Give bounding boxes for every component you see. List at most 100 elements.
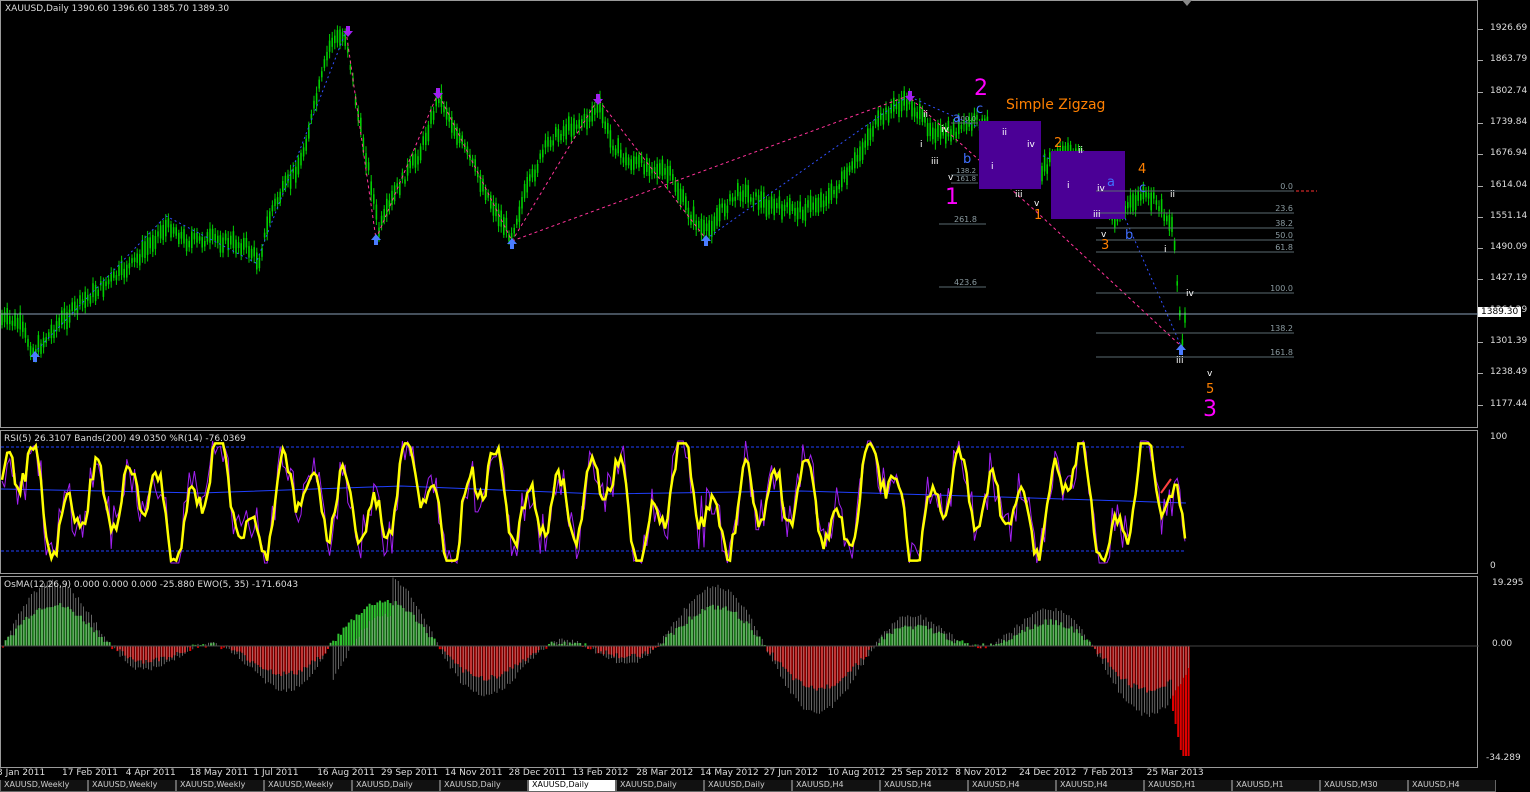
candle-body <box>815 198 817 213</box>
fib-level-label: 138.2 <box>1270 324 1293 333</box>
chart-tab[interactable]: XAUUSD,H1 <box>1144 780 1232 792</box>
candle-body <box>123 268 125 278</box>
candle-body <box>339 29 341 46</box>
candle-body <box>747 185 749 203</box>
candle-body <box>835 186 838 199</box>
candle-body <box>635 156 638 165</box>
candle-body <box>118 265 120 276</box>
candle-body <box>445 107 448 120</box>
chart-tab[interactable]: XAUUSD,M30 <box>1320 780 1408 792</box>
candle-body <box>887 109 890 123</box>
candle-body <box>716 208 718 226</box>
candle-body <box>113 271 115 278</box>
candle-body <box>859 146 861 162</box>
candle-body <box>102 281 105 297</box>
candle-body <box>687 207 690 219</box>
chart-tab[interactable]: XAUUSD,Weekly <box>88 780 176 792</box>
osma-bar <box>589 646 592 650</box>
candle-body <box>516 218 518 225</box>
chart-tab[interactable]: XAUUSD,H4 <box>968 780 1056 792</box>
candle-body <box>19 312 21 330</box>
chart-tab[interactable]: XAUUSD,Daily <box>704 780 792 792</box>
candle-body <box>79 295 81 305</box>
candle-body <box>276 197 279 205</box>
candle-body <box>383 209 385 221</box>
wave-label-iv1: iv <box>941 125 949 135</box>
candle-body <box>659 163 661 175</box>
wave-label-v3: v <box>1101 230 1107 240</box>
chart-tab[interactable]: XAUUSD,H1 <box>1232 780 1320 792</box>
candle-body <box>750 197 752 202</box>
up-arrow-icon <box>371 234 381 245</box>
candle-body <box>198 236 201 241</box>
fib-level-label: 61.8 <box>1275 243 1293 252</box>
candle-body <box>937 123 939 137</box>
candle-body <box>435 97 437 107</box>
candle-body <box>456 126 458 145</box>
rsi-mid-band <box>0 485 1187 504</box>
wave-label-o2: 2 <box>1054 136 1063 151</box>
chart-scroll-marker-icon[interactable] <box>1182 0 1192 6</box>
candle-body <box>458 132 461 143</box>
chart-tab[interactable]: XAUUSD,Daily <box>528 780 616 792</box>
candle-body <box>523 184 526 199</box>
candle-body <box>45 337 47 343</box>
osma-title: OsMA(12,26,9) 0.000 0.000 0.000 -25.880 … <box>4 580 299 590</box>
candle-body <box>180 232 183 239</box>
candle-body <box>370 181 372 196</box>
chart-tab[interactable]: XAUUSD,H4 <box>1408 780 1496 792</box>
candle-body <box>474 159 476 172</box>
chart-tab[interactable]: XAUUSD,H4 <box>880 780 968 792</box>
candle-body <box>1067 142 1069 154</box>
candle-body <box>40 343 42 354</box>
candle-body <box>721 203 723 208</box>
candle-body <box>14 312 16 327</box>
chart-tab[interactable]: XAUUSD,Weekly <box>264 780 352 792</box>
osma-panel[interactable]: OsMA(12,26,9) 0.000 0.000 0.000 -25.880 … <box>0 576 1479 768</box>
candle-body <box>737 183 739 197</box>
chart-tab[interactable]: XAUUSD,H4 <box>792 780 880 792</box>
candle-body <box>812 202 814 210</box>
candle-body <box>22 321 24 332</box>
wave-label-i1: i <box>920 140 923 150</box>
candle-body <box>497 209 500 227</box>
candle-body <box>547 136 549 147</box>
price-scale[interactable]: 1926.69 1863.79 1802.74 1739.84 1676.94 1614.… <box>1478 0 1530 428</box>
chart-tab[interactable]: XAUUSD,Weekly <box>0 780 88 792</box>
candle-body <box>521 197 523 209</box>
rsi-panel[interactable]: RSI(5) 26.3107 Bands(200) 49.0350 %R(14)… <box>0 430 1478 574</box>
price-tick-label: 1676.94 <box>1490 148 1528 159</box>
zigzag-box-1 <box>979 121 1041 189</box>
osma-bar <box>358 614 361 646</box>
candle-body <box>419 146 422 161</box>
candle-body <box>466 146 469 155</box>
candle-body <box>61 310 63 325</box>
osma-bar <box>191 644 194 646</box>
chart-tab[interactable]: XAUUSD,Daily <box>352 780 440 792</box>
down-arrow-icon <box>433 88 443 99</box>
price-tick-mark <box>1478 342 1483 343</box>
osma-bar <box>438 646 441 650</box>
chart-tab[interactable]: XAUUSD,H4 <box>1056 780 1144 792</box>
candle-body <box>326 51 328 61</box>
candle-body <box>292 168 294 173</box>
chart-tab[interactable]: XAUUSD,Daily <box>616 780 704 792</box>
candle-body <box>295 166 297 183</box>
candle-body <box>679 188 682 205</box>
candle-body <box>950 129 952 142</box>
candle-body <box>560 133 562 141</box>
candle-body <box>427 124 430 142</box>
candle-body <box>417 156 419 165</box>
candle-body <box>1155 200 1158 205</box>
fib-level-label: 100.0 <box>956 115 976 123</box>
candle-body <box>126 264 128 278</box>
candle-body <box>302 147 305 157</box>
candle-body <box>178 232 180 244</box>
candle-body <box>700 218 703 236</box>
zigzag-line-blue-2 <box>705 95 1182 347</box>
chart-tab[interactable]: XAUUSD,Daily <box>440 780 528 792</box>
price-chart-panel[interactable]: 0.0 23.6 38.2 50.0 61.8 100.0 138.2 161.8 261.8 4… <box>0 0 1479 428</box>
chart-tab[interactable]: XAUUSD,Weekly <box>176 780 264 792</box>
candle-body <box>406 163 409 176</box>
candle-body <box>526 177 528 193</box>
